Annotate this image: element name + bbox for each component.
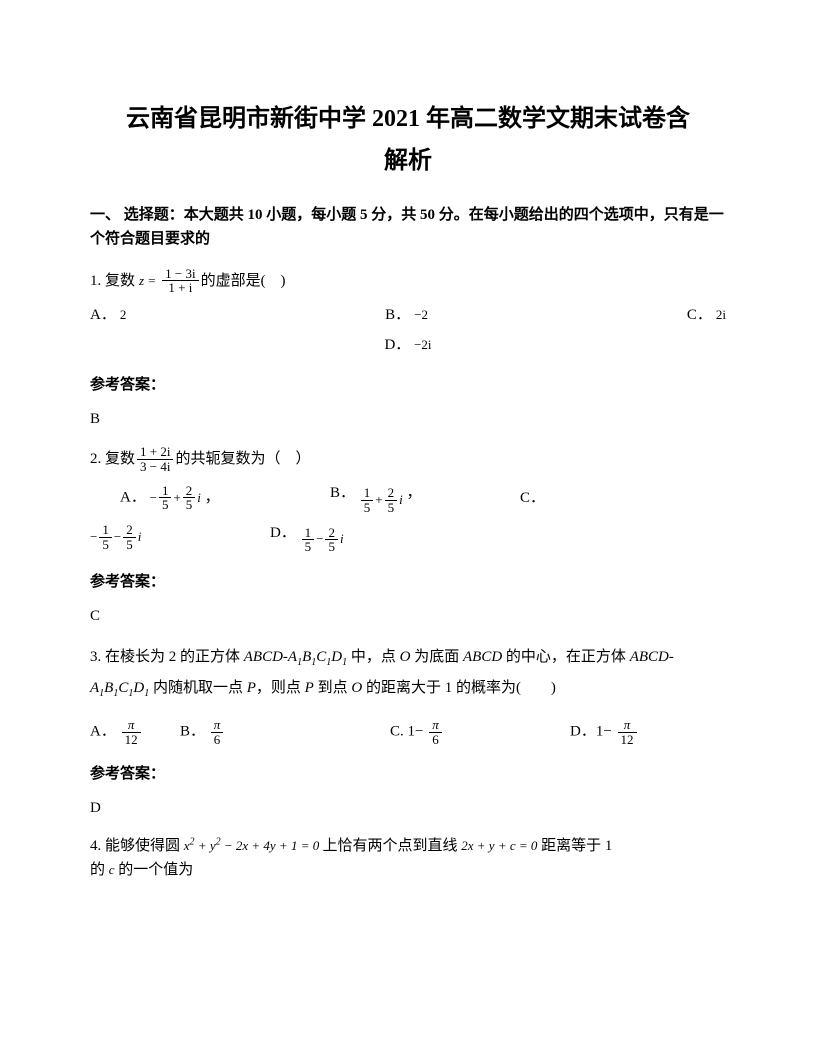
q2-opt-c: C． [520,486,545,510]
q3-den-b: 6 [211,733,224,747]
q3-opt-c-label: C. 1− [390,723,423,739]
q3-opt-a-val: π12 [122,718,141,746]
q3-opt-c: C. 1− π6 [390,718,570,746]
question-3: 3. 在棱长为 2 的正方体 ABCD-A1B1C1D1 中，点 O 为底面 A… [90,642,726,704]
q1-opt-c-label: C． [687,303,712,327]
q4-line-eq: 2x + y + c = 0 [461,838,537,853]
q2-opt-d-val: 15 − 25i [300,526,344,554]
q4-suffix3: 的一个值为 [118,862,193,878]
q3-text-b: 中，点 [347,649,400,665]
q1-opt-d-label: D． [384,337,410,353]
q1-opt-c-val: 2i [716,305,726,326]
q3-opt-b-label: B． [180,723,205,739]
q4-suffix2: 的 [90,862,109,878]
q2-options-row1: A． −15 + 25i ， B． 15 + 25i ， C． [90,481,726,514]
q3-opt-d-val: π12 [618,718,637,746]
question-4: 4. 能够使得圆 x2 + y2 − 2x + 4y + 1 = 0 上恰有两个… [90,834,726,882]
q4-c: c [109,862,115,877]
q3-opt-b: B． π6 [180,718,390,746]
q2-opt-a: A． −15 + 25i ， [120,484,330,512]
q3-opt-c-val: π6 [429,718,442,746]
q3-ABCD: ABCD [463,649,502,665]
q2-opt-d-label: D． [270,525,296,541]
q2-opt-b-val: 15 + 25i [359,486,403,514]
q2-opt-a-comma: ， [205,490,220,506]
q2-opt-c-val: −15 − 25i [90,523,270,551]
q3-pi-d: π [618,718,637,733]
q2-options-row2: −15 − 25i D． 15 − 25i [90,521,726,554]
q4-suffix1: 距离等于 1 [541,838,612,854]
title-line-2: 解析 [90,142,726,180]
q3-P1: P [247,680,256,696]
q1-fraction: 1 − 3i 1 + i [162,267,198,295]
q2-opt-b-label: B． [330,485,355,501]
exam-page: 云南省昆明市新街中学 2021 年高二数学文期末试卷含 解析 一、 选择题：本大… [0,0,816,930]
q1-opt-d-val: −2i [414,337,431,352]
q1-answer: B [90,407,726,431]
q1-opt-a: A． 2 [90,303,126,327]
q3-den-c: 6 [429,733,442,747]
q1-opt-b-label: B． [385,303,410,327]
q3-cube1: ABCD-A1B1C1D1 [244,649,347,665]
q1-ans-label: 参考答案： [90,373,726,397]
q3-O: O [400,649,411,665]
q3-opt-a: A． π12 [90,718,180,746]
q2-answer: C [90,604,726,628]
q2-prefix: 2. 复数 [90,447,135,471]
section-heading: 一、 选择题：本大题共 10 小题，每小题 5 分，共 50 分。在每小题给出的… [90,203,726,251]
q3-text-e: 内随机取一点 [149,680,247,696]
q1-opt-d: D． −2i [384,337,431,353]
q3-opt-d-label: D．1− [570,723,612,739]
q3-ans-label: 参考答案： [90,762,726,786]
q1-suffix: 的虚部是( ) [201,269,286,293]
q2-opt-a-label: A． [120,490,146,506]
q2-opt-c-label: C． [520,490,545,506]
q1-opt-b: B． −2 [385,303,428,327]
q4-circle-eq: x2 + y2 − 2x + 4y + 1 = 0 [184,838,323,853]
q4-prefix: 4. 能够使得圆 [90,838,180,854]
q3-text-c: 为底面 [410,649,463,665]
q1-denominator: 1 + i [162,281,198,295]
q1-opt-d-row: D． −2i [90,333,726,357]
title-line-1: 云南省昆明市新街中学 2021 年高二数学文期末试卷含 [90,100,726,138]
q3-opt-a-label: A． [90,723,116,739]
q3-text-a: 3. 在棱长为 2 的正方体 [90,649,244,665]
q2-numerator: 1 + 2i [137,445,173,460]
q2-fraction: 1 + 2i 3 − 4i [137,445,173,473]
q2-opt-d: D． 15 − 25i [270,521,344,554]
q3-text-d: 的中心，在正方体 [502,649,630,665]
q2-ans-label: 参考答案： [90,570,726,594]
q3-den-a: 12 [122,733,141,747]
q2-opt-a-val: −15 + 25i [150,484,201,512]
question-2: 2. 复数 1 + 2i 3 − 4i 的共轭复数为（ ） [90,445,726,473]
q1-opt-b-val: −2 [414,305,428,326]
q3-pi-a: π [122,718,141,733]
q2-denominator: 3 − 4i [137,460,173,474]
q1-options: A． 2 B． −2 C． 2i [90,303,726,327]
q3-P2: P [305,680,314,696]
q3-pi-b: π [211,718,224,733]
q1-opt-a-label: A． [90,303,116,327]
q3-opt-d: D．1− π12 [570,718,639,746]
q2-opt-b: B． 15 + 25i ， [330,481,520,514]
q3-text-h: 的距离大于 1 的概率为( ) [362,680,556,696]
q2-suffix: 的共轭复数为（ ） [175,447,310,471]
question-1: 1. 复数 z = 1 − 3i 1 + i 的虚部是( ) [90,267,726,295]
q1-opt-a-val: 2 [120,305,127,326]
q3-options: A． π12 B． π6 C. 1− π6 D．1− π12 [90,718,726,746]
q3-text-f: ，则点 [256,680,305,696]
q3-O2: O [351,680,362,696]
q1-eq-lhs: z = [139,271,156,292]
q3-pi-c: π [429,718,442,733]
q3-opt-b-val: π6 [211,718,224,746]
q1-numerator: 1 − 3i [162,267,198,282]
q3-text-g: 到点 [314,680,352,696]
q4-mid: 上恰有两个点到直线 [322,838,457,854]
q1-opt-c: C． 2i [687,303,726,327]
q3-answer: D [90,796,726,820]
q3-den-d: 12 [618,733,637,747]
q1-prefix: 1. 复数 [90,269,135,293]
q2-opt-b-comma: ， [406,485,421,501]
